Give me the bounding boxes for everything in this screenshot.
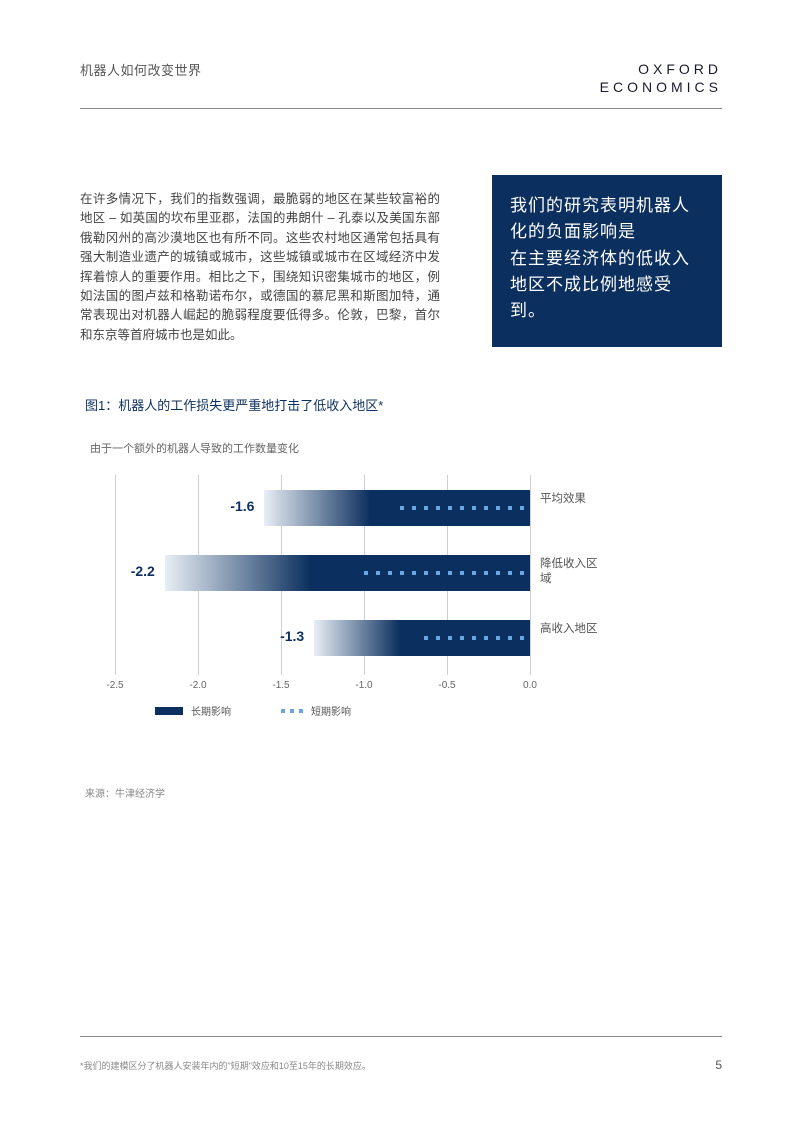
dot-icon (484, 506, 488, 510)
grid-line (530, 475, 531, 675)
bar-row: -1.3 (115, 620, 530, 656)
figure-title: 图1：机器人的工作损失更严重地打击了低收入地区* (85, 395, 383, 414)
x-tick-label: -1.5 (272, 680, 289, 691)
legend-long: 长期影响 (155, 703, 231, 718)
bar-value-label: -1.6 (230, 498, 254, 514)
row-label: 高收入地区 (540, 622, 600, 637)
dot-icon (484, 636, 488, 640)
dot-icon (484, 571, 488, 575)
page-header: 机器人如何改变世界 OXFORD ECONOMICS (80, 60, 722, 96)
dot-icon (424, 571, 428, 575)
dot-icon (448, 636, 452, 640)
legend-dots-swatch (281, 709, 303, 713)
dot-icon (472, 636, 476, 640)
legend-short-label: 短期影响 (311, 703, 351, 718)
dot-icon (412, 506, 416, 510)
x-tick-label: -1.0 (355, 680, 372, 691)
legend-solid-swatch (155, 707, 183, 715)
bar-row: -1.6 (115, 490, 530, 526)
dot-icon (400, 506, 404, 510)
legend-short: 短期影响 (281, 703, 351, 718)
header-rule (80, 108, 722, 109)
dot-icon (400, 571, 404, 575)
dot-icon (508, 506, 512, 510)
dot-icon (520, 636, 524, 640)
dot-icon (424, 506, 428, 510)
footnote: *我们的建模区分了机器人安装年内的"短期"效应和10至15年的长期效应。 (80, 1059, 371, 1072)
header-title: 机器人如何改变世界 (80, 60, 202, 79)
dot-icon (424, 636, 428, 640)
bar-value-label: -1.3 (280, 628, 304, 644)
row-label: 降低收入区域 (540, 557, 600, 587)
dot-icon (436, 571, 440, 575)
dot-icon (388, 571, 392, 575)
header-logo: OXFORD ECONOMICS (600, 60, 722, 96)
x-tick-label: -2.5 (106, 680, 123, 691)
dot-icon (448, 506, 452, 510)
dot-icon (508, 636, 512, 640)
dot-icon (496, 506, 500, 510)
footer-rule (80, 1036, 722, 1037)
bar-row: -2.2 (115, 555, 530, 591)
body-paragraph: 在许多情况下，我们的指数强调，最脆弱的地区在某些较富裕的地区 – 如英国的坎布里… (80, 190, 440, 345)
chart-container: -1.6-2.2-1.3 长期影响 短期影响 -2.5-2.0-1.5-1.0-… (115, 475, 585, 725)
x-tick-label: -2.0 (189, 680, 206, 691)
dot-icon (448, 571, 452, 575)
x-tick-label: -0.5 (438, 680, 455, 691)
bar-short-dots (400, 506, 524, 510)
dot-icon (496, 571, 500, 575)
row-label: 平均效果 (540, 492, 600, 507)
dot-icon (460, 571, 464, 575)
dot-icon (436, 506, 440, 510)
plot-area: -1.6 -2.2 -1.3 (115, 475, 530, 675)
bar-short-dots (364, 571, 524, 575)
legend-dot-icon (281, 709, 285, 713)
figure-subtitle: 由于一个额外的机器人导致的工作数量变化 (90, 440, 299, 456)
legend-long-label: 长期影响 (191, 703, 231, 718)
dot-icon (520, 571, 524, 575)
dot-icon (436, 636, 440, 640)
dot-icon (508, 571, 512, 575)
dot-icon (496, 636, 500, 640)
logo-line1: OXFORD (600, 60, 722, 78)
dot-icon (364, 571, 368, 575)
dot-icon (520, 506, 524, 510)
legend-dot-icon (299, 709, 303, 713)
chart-legend: 长期影响 短期影响 (155, 703, 351, 718)
dot-icon (472, 571, 476, 575)
bar-value-label: -2.2 (131, 563, 155, 579)
dot-icon (376, 571, 380, 575)
dot-icon (460, 506, 464, 510)
dot-icon (472, 506, 476, 510)
page-number: 5 (715, 1058, 722, 1072)
dot-icon (412, 571, 416, 575)
chart-source: 来源：牛津经济学 (85, 785, 165, 800)
logo-line2: ECONOMICS (600, 78, 722, 96)
x-tick-label: 0.0 (523, 680, 537, 691)
dot-icon (460, 636, 464, 640)
bar-short-dots (424, 636, 524, 640)
legend-dot-icon (290, 709, 294, 713)
callout-box: 我们的研究表明机器人化的负面影响是 在主要经济体的低收入地区不成比例地感受到。 (492, 175, 722, 347)
